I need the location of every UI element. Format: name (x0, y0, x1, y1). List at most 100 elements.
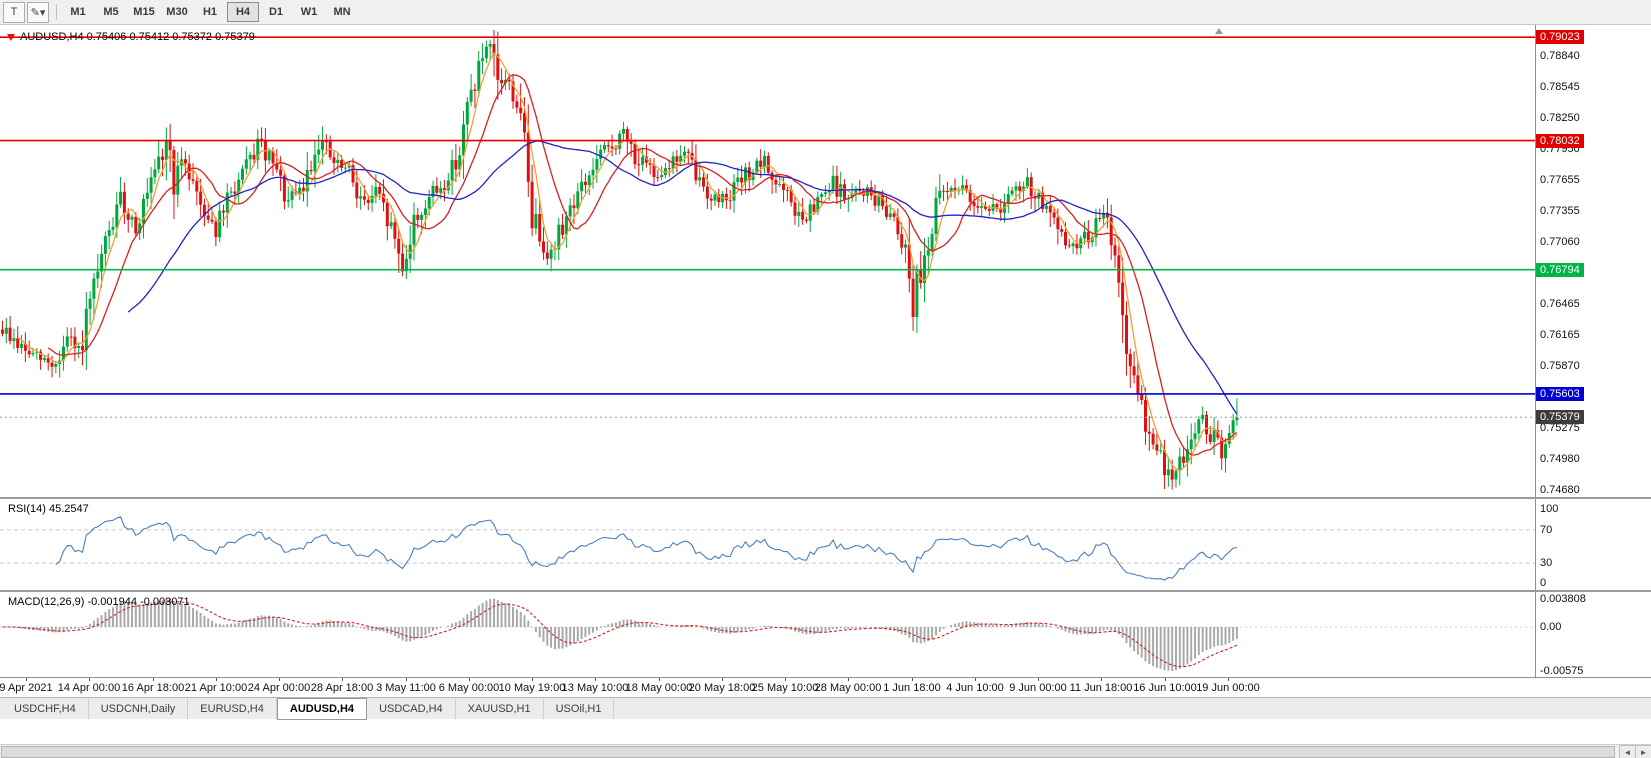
time-axis-label: 20 May 18:00 (688, 682, 756, 694)
macd-signal-line (2, 600, 1238, 668)
time-axis-tick (1165, 678, 1166, 681)
time-axis-tick (26, 678, 27, 681)
time-axis-label: 24 Apr 00:00 (247, 682, 311, 694)
timeframe-button-mn[interactable]: MN (333, 6, 351, 18)
time-axis-label: 4 Jun 10:00 (946, 682, 1004, 694)
chart-tab-bar: USDCHF,H4 USDCNH,Daily EURUSD,H4 AUDUSD,H4 U… (0, 697, 1651, 720)
price-axis-label: 0.77060 (1540, 236, 1580, 248)
time-axis-label: 28 May 00:00 (814, 682, 882, 694)
price-axis-label: 0.77355 (1540, 205, 1580, 217)
price-axis-label: 0.75870 (1540, 360, 1580, 372)
pane-splitter-macd[interactable] (0, 590, 1651, 592)
time-axis-label: 3 May 11:00 (376, 682, 436, 694)
time-axis-label: 11 Jun 18:00 (1069, 682, 1133, 694)
time-axis-tick (89, 678, 90, 681)
symbol-tab-usdchf[interactable]: USDCHF,H4 (2, 698, 89, 719)
time-axis-label: 16 Apr 18:00 (121, 682, 185, 694)
time-axis-label: 9 Jun 00:00 (1009, 682, 1067, 694)
symbol-tab-usdcnh[interactable]: USDCNH,Daily (88, 698, 189, 719)
time-axis-tick (659, 678, 660, 681)
timeframe-button-d1[interactable]: D1 (268, 6, 284, 18)
rsi-axis-label: 70 (1540, 524, 1553, 536)
macd-axis-label: 0.003808 (1540, 593, 1586, 605)
time-axis-label: 19 Jun 00:00 (1196, 682, 1260, 694)
pane-splitter-rsi[interactable] (0, 497, 1651, 499)
time-axis-tick (532, 678, 533, 681)
ma-fast-line (17, 51, 1238, 472)
time-axis-tick (975, 678, 976, 681)
macd-indicator-label: MACD(12,26,9) -0.001944 -0.003071 (8, 596, 190, 608)
price-axis-label: 0.76165 (1540, 329, 1580, 341)
timeframe-button-m15[interactable]: M15 (133, 6, 155, 18)
time-axis-label: 25 May 10:00 (751, 682, 819, 694)
time-axis-label: 14 Apr 00:00 (57, 682, 121, 694)
symbol-marker-icon (7, 34, 15, 41)
ma-mid-line (47, 74, 1238, 456)
chart-window: AUDUSD,H4 0.75406 0.75412 0.75372 0.7537… (0, 25, 1651, 677)
rsi-axis-label: 100 (1540, 503, 1559, 515)
time-axis-tick (848, 678, 849, 681)
scrollbar-thumb[interactable] (1, 746, 1615, 758)
chart-shift-marker[interactable] (1215, 28, 1223, 34)
timeframe-button-h1[interactable]: H1 (202, 6, 218, 18)
symbol-tab-usdcad[interactable]: USDCAD,H4 (367, 698, 456, 719)
time-axis-label: 21 Apr 10:00 (184, 682, 248, 694)
time-axis-label: 10 May 19:00 (498, 682, 566, 694)
timeframe-button-w1[interactable]: W1 (300, 6, 318, 18)
rsi-line (55, 516, 1238, 581)
macd-axis-label: 0.00 (1540, 621, 1562, 633)
scroll-left-button[interactable]: ◄ (1619, 745, 1636, 758)
level-price-box[interactable]: 0.76794 (1536, 263, 1584, 277)
time-axis-tick (469, 678, 470, 681)
symbol-tab-usoil[interactable]: USOil,H1 (543, 698, 615, 719)
time-axis-tick (279, 678, 280, 681)
time-axis-label: 28 Apr 18:00 (310, 682, 374, 694)
scroll-right-button[interactable]: ► (1635, 745, 1651, 758)
toolbar-separator (56, 4, 57, 20)
symbol-tab-eurusd[interactable]: EURUSD,H4 (188, 698, 277, 719)
ma-slow-line (127, 140, 1238, 415)
time-axis-tick (1038, 678, 1039, 681)
macd-histogram (5, 598, 1238, 671)
timeframe-button-h4[interactable]: H4 (227, 2, 259, 22)
timeframe-button-m30[interactable]: M30 (166, 6, 188, 18)
toolbar: T ✎▾ M1 M5 M15 M30 H1 H4 D1 W1 MN (0, 0, 1651, 25)
time-axis-tick (1101, 678, 1102, 681)
level-price-box[interactable]: 0.79023 (1536, 30, 1584, 44)
objects-dropdown-button[interactable]: ✎▾ (27, 1, 49, 23)
price-axis-label: 0.76465 (1540, 298, 1580, 310)
toolbar-left-group: T ✎▾ (3, 1, 51, 23)
time-axis-tick (722, 678, 723, 681)
rsi-axis-label: 0 (1540, 577, 1547, 589)
rsi-indicator-label: RSI(14) 45.2547 (8, 503, 89, 515)
chart-canvas (0, 25, 1536, 677)
horizontal-scrollbar[interactable]: ◄ ► (0, 744, 1651, 758)
time-axis-label: 1 Jun 18:00 (883, 682, 941, 694)
time-axis-tick (406, 678, 407, 681)
symbol-tab-audusd[interactable]: AUDUSD,H4 (276, 697, 368, 720)
price-axis-label: 0.77655 (1540, 174, 1580, 186)
rsi-axis-label: 30 (1540, 557, 1553, 569)
current-price-box: 0.75379 (1536, 410, 1584, 424)
level-price-box[interactable]: 0.75603 (1536, 387, 1584, 401)
timeframe-button-m5[interactable]: M5 (103, 6, 119, 18)
price-axis-label: 0.74980 (1540, 453, 1580, 465)
time-axis-tick (1228, 678, 1229, 681)
price-axis-label: 0.78840 (1540, 50, 1580, 62)
price-axis-label: 0.74680 (1540, 484, 1580, 496)
ohlc-readout: AUDUSD,H4 0.75406 0.75412 0.75372 0.7537… (20, 31, 255, 43)
timeframe-button-m1[interactable]: M1 (70, 6, 86, 18)
symbol-tab-xauusd[interactable]: XAUUSD,H1 (455, 698, 544, 719)
price-axis-label: 0.75275 (1540, 422, 1580, 434)
time-axis-label: 9 Apr 2021 (0, 682, 53, 694)
price-axis-label: 0.78250 (1540, 112, 1580, 124)
time-axis-label: 6 May 00:00 (438, 682, 500, 694)
timeframe-button-group: M1 M5 M15 M30 H1 H4 D1 W1 MN (62, 2, 359, 22)
time-axis-tick (216, 678, 217, 681)
templates-button[interactable]: T (3, 1, 25, 23)
candles-series (1, 30, 1239, 490)
level-price-box[interactable]: 0.78032 (1536, 134, 1584, 148)
time-axis[interactable]: 9 Apr 2021 14 Apr 00:00 16 Apr 18:00 21 Apr… (0, 677, 1651, 697)
time-axis-tick (595, 678, 596, 681)
